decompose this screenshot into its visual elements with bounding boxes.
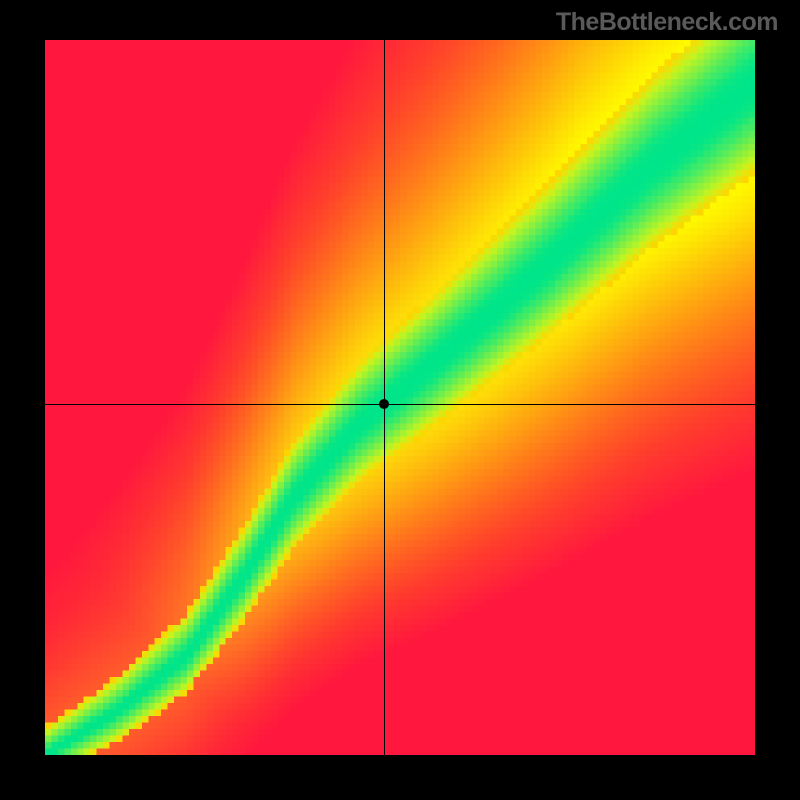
crosshair-horizontal	[45, 404, 755, 405]
crosshair-vertical	[384, 40, 385, 755]
bottleneck-heatmap	[45, 40, 755, 755]
watermark-text: TheBottleneck.com	[556, 8, 778, 37]
chart-frame: TheBottleneck.com	[0, 0, 800, 800]
